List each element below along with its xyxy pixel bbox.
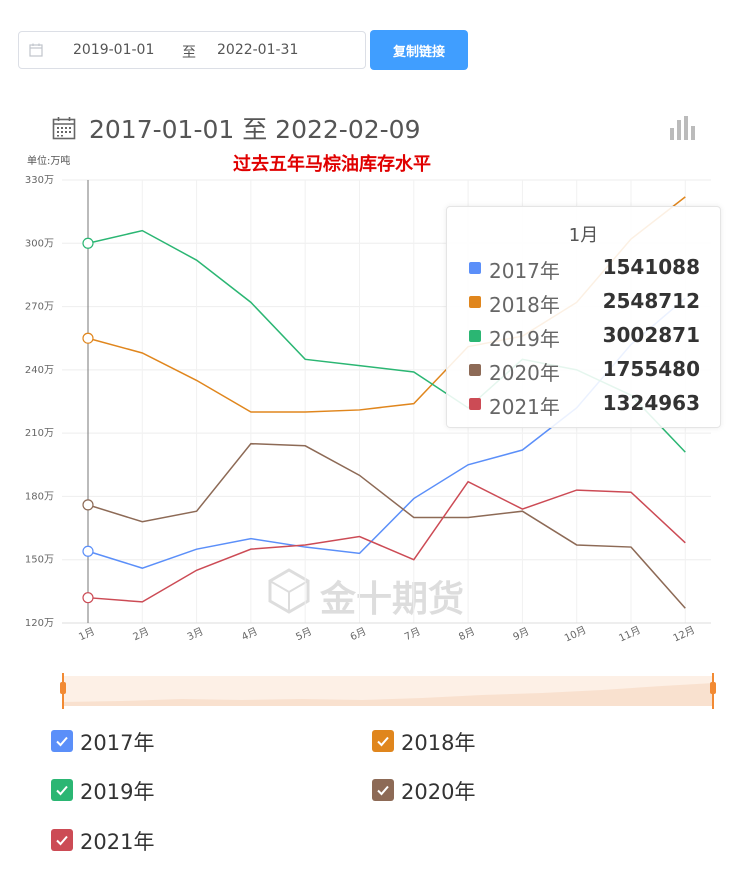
y-tick-label: 330万 <box>25 175 54 186</box>
copy-link-button[interactable]: 复制链接 <box>370 30 468 70</box>
tooltip-title: 1月 <box>568 225 599 246</box>
tooltip-series-name: 2021年 <box>489 395 560 419</box>
tooltip-series-name: 2020年 <box>489 361 560 385</box>
unit-label: 单位:万吨 <box>27 156 71 167</box>
calendar-icon <box>29 43 43 57</box>
tooltip-row: 2017年 1541088 <box>467 253 700 283</box>
legend-item-2019年[interactable]: 2019年 <box>51 778 201 804</box>
checkbox-checked-icon[interactable] <box>51 730 73 752</box>
series-point-2019年 <box>82 237 94 249</box>
legend-label: 2020年 <box>401 780 476 804</box>
watermark-text: 金十期货 <box>320 579 465 620</box>
tooltip-series-name: 2018年 <box>489 293 560 317</box>
x-tick-label: 8月 <box>457 625 477 643</box>
watermark: 金十期货 <box>266 568 464 620</box>
range-text: 2017-01-01 至 2022-02-09 <box>89 115 421 144</box>
legend-label: 2021年 <box>80 830 155 854</box>
series-line-2021年 <box>87 480 686 603</box>
calendar-icon <box>52 117 76 140</box>
y-tick-label: 210万 <box>25 428 54 439</box>
zoom-handle-right[interactable] <box>710 673 716 709</box>
y-tick-label: 180万 <box>25 491 54 502</box>
checkbox-checked-icon[interactable] <box>51 779 73 801</box>
y-tick-label: 120万 <box>25 618 54 629</box>
series-point-2020年 <box>82 499 94 511</box>
tooltip-row: 2020年 1755480 <box>467 355 700 385</box>
x-tick-label: 3月 <box>185 625 205 643</box>
checkbox-checked-icon[interactable] <box>372 779 394 801</box>
y-tick-label: 270万 <box>25 302 54 313</box>
series-line-2020年 <box>87 442 686 609</box>
x-tick-label: 10月 <box>563 624 589 644</box>
date-range-picker[interactable]: 2019-01-01 至 2022-01-31 <box>18 31 366 69</box>
tooltip-swatch <box>469 262 481 274</box>
tooltip-value: 1755480 <box>602 357 700 381</box>
x-tick-label: 6月 <box>348 625 368 643</box>
checkbox-checked-icon[interactable] <box>51 829 73 851</box>
legend-label: 2017年 <box>80 731 155 755</box>
x-tick-label: 5月 <box>294 625 314 643</box>
tooltip-value: 1324963 <box>602 391 700 415</box>
legend-label: 2019年 <box>80 780 155 804</box>
tooltip-row: 2018年 2548712 <box>467 287 700 317</box>
bar-chart-icon[interactable] <box>669 116 695 140</box>
x-tick-label: 2月 <box>131 625 151 643</box>
y-tick-label: 240万 <box>25 365 54 376</box>
series-point-2018年 <box>82 332 94 344</box>
x-tick-label: 12月 <box>671 624 697 644</box>
legend-label: 2018年 <box>401 731 476 755</box>
y-tick-label: 150万 <box>25 555 54 566</box>
chart-tooltip: 1月 2017年 1541088 2018年 2548712 2019年 3002871 2… <box>446 206 721 428</box>
y-tick-label: 300万 <box>25 238 54 249</box>
legend-item-2017年[interactable]: 2017年 <box>51 729 201 755</box>
tooltip-swatch <box>469 398 481 410</box>
zoom-preview <box>62 683 714 706</box>
legend-item-2018年[interactable]: 2018年 <box>372 729 522 755</box>
series-point-2017年 <box>82 545 94 557</box>
tooltip-row: 2019年 3002871 <box>467 321 700 351</box>
zoom-handle-left[interactable] <box>60 673 66 709</box>
legend-item-2021年[interactable]: 2021年 <box>51 828 201 854</box>
tooltip-swatch <box>469 330 481 342</box>
chart-title: 过去五年马棕油库存水平 <box>233 154 431 175</box>
x-tick-label: 1月 <box>77 625 97 643</box>
start-date-input[interactable]: 2019-01-01 <box>73 42 155 58</box>
data-zoom-slider[interactable] <box>60 673 716 709</box>
checkbox-checked-icon[interactable] <box>372 730 394 752</box>
end-date-input[interactable]: 2022-01-31 <box>217 42 299 58</box>
tooltip-swatch <box>469 296 481 308</box>
tooltip-swatch <box>469 364 481 376</box>
series-point-2021年 <box>82 592 94 604</box>
x-tick-label: 9月 <box>511 625 531 643</box>
x-tick-label: 11月 <box>617 624 643 644</box>
watermark-logo-icon <box>268 568 310 614</box>
tooltip-series-name: 2017年 <box>489 259 560 283</box>
tooltip-value: 2548712 <box>602 289 700 313</box>
date-separator: 至 <box>182 45 196 61</box>
legend-item-2020年[interactable]: 2020年 <box>372 778 522 804</box>
tooltip-row: 2021年 1324963 <box>467 389 700 419</box>
tooltip-value: 3002871 <box>602 323 700 347</box>
tooltip-series-name: 2019年 <box>489 327 560 351</box>
tooltip-value: 1541088 <box>602 255 700 279</box>
x-tick-label: 4月 <box>240 625 260 643</box>
x-tick-label: 7月 <box>403 625 423 643</box>
